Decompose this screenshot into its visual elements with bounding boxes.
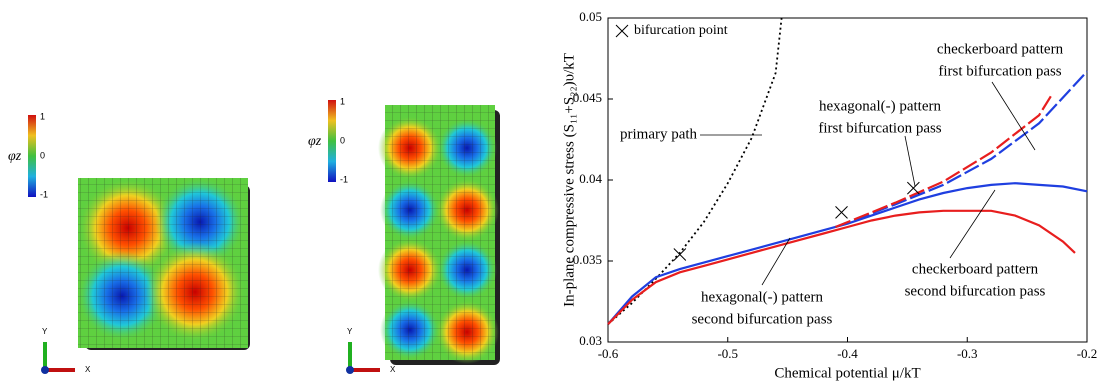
x-tick-label: -0.3	[957, 346, 978, 361]
leader-line	[992, 82, 1035, 150]
colorbar	[328, 100, 336, 182]
bifurcation-marker	[907, 182, 919, 194]
y-tick-label: 0.05	[579, 9, 602, 24]
colorbar-label: -1	[40, 189, 48, 199]
axis-label: Y	[347, 327, 353, 336]
bifurcation-marker	[674, 249, 686, 261]
colorbar-label: -1	[340, 174, 348, 184]
colorbar	[28, 115, 36, 197]
annotation: checkerboard pattern	[937, 41, 1064, 57]
axis-label: Y	[42, 327, 48, 336]
axis-origin	[41, 366, 49, 374]
bifurcation-marker	[836, 206, 848, 218]
figure: 10-1φzYX 10-1φzYX 0.030.0350.040.0450.05…	[0, 0, 1098, 383]
annotation: first bifurcation pass	[818, 120, 941, 136]
x-tick-label: -0.6	[598, 346, 619, 361]
x-axis-label: Chemical potential μ/kT	[774, 365, 920, 381]
mesh-image: 1 0 -1 φz Y X	[8, 111, 250, 374]
annotation: first bifurcation pass	[938, 63, 1061, 79]
field-label: φz	[8, 149, 22, 164]
annotation: hexagonal(-) pattern	[819, 98, 942, 114]
leader-line	[905, 136, 915, 186]
x-tick-label: -0.4	[837, 346, 858, 361]
annotation: primary path	[620, 126, 698, 142]
colorbar-label: 0	[340, 135, 345, 145]
line-series	[836, 96, 1052, 227]
line-series	[608, 18, 782, 324]
axis-label: X	[390, 365, 396, 374]
line-series	[836, 72, 1088, 228]
field-label: φz	[308, 134, 322, 149]
colorbar-label: 0	[40, 150, 45, 160]
annotation: second bifurcation pass	[692, 311, 833, 327]
leader-line	[950, 190, 995, 258]
axis-origin	[346, 366, 354, 374]
annotation: hexagonal(-) pattern	[701, 289, 824, 305]
colorbar-label: 1	[40, 111, 45, 121]
bifurcation-marker	[616, 25, 628, 37]
annotation: checkerboard pattern	[912, 261, 1039, 277]
colorbar-label: 1	[340, 96, 345, 106]
x-tick-label: -0.5	[717, 346, 738, 361]
x-tick-label: -0.2	[1077, 346, 1098, 361]
mesh-image: 1 0 -1 φz Y X	[308, 96, 500, 374]
axis-label: X	[85, 365, 91, 374]
legend-label: bifurcation point	[634, 23, 728, 38]
y-axis-label: In-plane compressive stress (S₁₁+S₂₂)υ/k…	[561, 53, 577, 307]
y-tick-label: 0.04	[579, 171, 602, 186]
annotation: second bifurcation pass	[905, 283, 1046, 299]
